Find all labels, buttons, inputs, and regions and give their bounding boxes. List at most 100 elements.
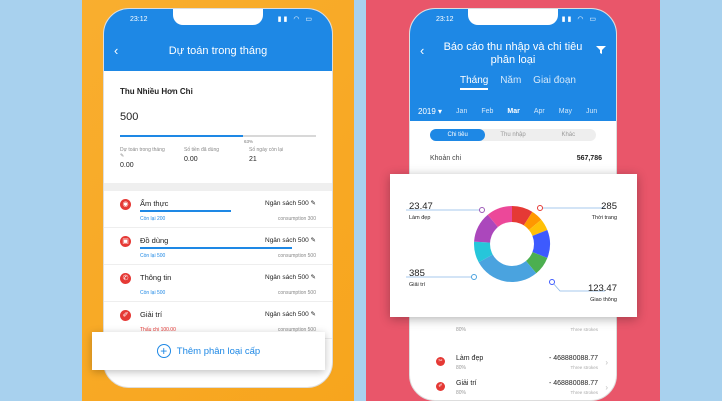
category-budget: Ngân sách 500 ✎ bbox=[265, 199, 316, 207]
stat-label: Số tiền đã dùng bbox=[184, 147, 220, 153]
category-row[interactable]: ✆ Thông tin Ngân sách 500 ✎ Còn lại 500 … bbox=[104, 265, 332, 302]
stat-value: 0.00 bbox=[184, 156, 198, 163]
category-progress bbox=[140, 247, 292, 249]
list-amount: - 468880088.77 bbox=[548, 380, 598, 387]
list-sub: Three strokes bbox=[570, 327, 598, 332]
list-item[interactable]: ✐ Giải trí 80% - 468880088.77 Three stro… bbox=[410, 377, 616, 400]
chevron-down-icon: ▾ bbox=[438, 106, 443, 116]
plus-icon: + bbox=[156, 344, 171, 358]
tab-period[interactable]: Giai đoạn bbox=[533, 75, 576, 86]
chevron-left-icon[interactable]: ‹ bbox=[420, 43, 425, 58]
chevron-right-icon: › bbox=[605, 383, 608, 392]
tab-year[interactable]: Năm bbox=[500, 75, 522, 86]
month-item[interactable]: Jan bbox=[456, 107, 468, 115]
total-value: 567,786 bbox=[576, 155, 602, 162]
stat-label: Dự toán trong tháng bbox=[120, 147, 165, 153]
category-overdraft: Thấu chi 100.00 bbox=[140, 327, 176, 333]
app-header: ‹ Báo cáo thu nhập và chi tiêu phân loại… bbox=[410, 31, 616, 101]
stat-spent: Số tiền đã dùng 0.00 bbox=[184, 147, 219, 163]
pencil-icon[interactable]: ✎ bbox=[310, 311, 316, 318]
budget-text: Ngân sách 500 bbox=[265, 311, 309, 318]
chart-label-lamdep: 23.47 Làm đẹp bbox=[409, 196, 433, 221]
category-name: Đồ dùng bbox=[140, 236, 169, 245]
category-progress bbox=[140, 210, 232, 212]
status-time: 23:12 bbox=[436, 16, 454, 23]
stat-value: 21 bbox=[249, 156, 257, 163]
status-icons: ▮▮ ◠ ▭ bbox=[561, 16, 598, 23]
category-budget: Ngân sách 500 ✎ bbox=[265, 236, 316, 244]
month-item[interactable]: May bbox=[558, 107, 572, 115]
page-title: Báo cáo thu nhập và chi tiêu phân loại bbox=[443, 41, 583, 66]
phone-notch bbox=[468, 9, 558, 25]
expense-list: 80% Three strokes ✂ Làm đẹp 80% - 468880… bbox=[410, 327, 616, 400]
budget-summary-card: Thu Nhiều Hơn Chi 500 63% Dự toán trong … bbox=[104, 71, 332, 183]
budget-text: Ngân sách 500 bbox=[265, 237, 309, 244]
leader-dot bbox=[549, 279, 555, 285]
list-sub: Three strokes bbox=[570, 390, 598, 395]
leader-dot bbox=[537, 205, 543, 211]
list-name: Giải trí bbox=[456, 380, 477, 387]
category-consumption: consumption 500 bbox=[277, 253, 316, 259]
chart-label-name: Giao thông bbox=[590, 297, 617, 303]
category-row[interactable]: ◉ Ẩm thực Ngân sách 500 ✎ Còn lại 200 co… bbox=[104, 191, 332, 228]
beauty-icon: ✂ bbox=[436, 357, 445, 366]
category-remaining: Còn lại 500 bbox=[140, 253, 166, 259]
phone-notch bbox=[173, 9, 263, 25]
segment-expense[interactable]: Chi tiêu bbox=[430, 129, 486, 141]
budget-text: Ngân sách 500 bbox=[265, 274, 309, 281]
budget-title: Thu Nhiều Hơn Chi bbox=[120, 87, 193, 96]
year-select[interactable]: 2019 ▾ bbox=[418, 107, 442, 116]
category-consumption: consumption 300 bbox=[277, 216, 316, 222]
month-item[interactable]: Feb bbox=[481, 107, 494, 115]
pencil-icon[interactable]: ✎ bbox=[120, 153, 125, 159]
donut-hole bbox=[490, 222, 534, 266]
left-panel: 23:12 ▮▮ ◠ ▭ ‹ Dự toán trong tháng Thu N… bbox=[82, 0, 354, 401]
pencil-icon[interactable]: ✎ bbox=[310, 200, 316, 207]
chart-label-name: Thời trang bbox=[591, 215, 617, 221]
stat-budget-month: Dự toán trong tháng ✎ 0.00 bbox=[120, 147, 168, 169]
month-item[interactable]: Jun bbox=[586, 107, 598, 115]
category-row[interactable]: ▣ Đồ dùng Ngân sách 500 ✎ Còn lại 500 co… bbox=[104, 228, 332, 265]
chart-label-giaitri: 385 Giải trí bbox=[409, 263, 425, 288]
list-item[interactable]: 80% Three strokes bbox=[410, 327, 616, 352]
add-category-label: Thêm phân loại cấp bbox=[176, 345, 261, 357]
chart-label-value: 385 bbox=[409, 268, 425, 279]
segment-income[interactable]: Thu nhập bbox=[500, 132, 526, 138]
entertainment-icon: ✐ bbox=[120, 310, 131, 321]
category-name: Ẩm thực bbox=[140, 199, 169, 208]
stat-days-left: Số ngày còn lại 21 bbox=[249, 147, 283, 163]
category-name: Thông tin bbox=[140, 273, 172, 282]
month-item[interactable]: Apr bbox=[533, 107, 545, 115]
category-name: Giải trí bbox=[140, 310, 163, 319]
year-value: 2019 bbox=[418, 106, 436, 116]
list-item[interactable]: ✂ Làm đẹp 80% - 468880088.77 Three strok… bbox=[410, 352, 616, 377]
category-consumption: consumption 500 bbox=[277, 327, 316, 333]
donut-chart bbox=[406, 205, 605, 292]
total-expense-row[interactable]: Khoản chi 567,786 bbox=[430, 155, 602, 162]
list-amount: - 468880088.77 bbox=[548, 355, 598, 362]
app-header: ‹ Dự toán trong tháng bbox=[104, 31, 332, 71]
list-sub: Three strokes bbox=[570, 365, 598, 370]
chevron-left-icon[interactable]: ‹ bbox=[114, 43, 119, 58]
segment-other[interactable]: Khác bbox=[561, 132, 576, 138]
chart-label-giaothong: 123.47 Giao thông bbox=[588, 278, 617, 303]
list-name: Làm đẹp bbox=[456, 355, 484, 362]
entertainment-icon: ✐ bbox=[436, 382, 445, 391]
add-category-button[interactable]: + Thêm phân loại cấp bbox=[92, 332, 325, 370]
leader-dots bbox=[471, 205, 555, 285]
chart-label-name: Giải trí bbox=[409, 282, 426, 288]
category-list: ◉ Ẩm thực Ngân sách 500 ✎ Còn lại 200 co… bbox=[104, 191, 332, 339]
pencil-icon[interactable]: ✎ bbox=[310, 274, 316, 281]
pencil-icon[interactable]: ✎ bbox=[310, 237, 316, 244]
category-budget: Ngân sách 500 ✎ bbox=[265, 273, 316, 281]
stat-label: Số ngày còn lại bbox=[249, 147, 284, 153]
leader-line bbox=[551, 281, 605, 292]
leader-lines bbox=[406, 207, 605, 292]
tab-month[interactable]: Tháng bbox=[460, 75, 489, 90]
chart-label-value: 23.47 bbox=[409, 201, 433, 212]
month-item-active[interactable]: Mar bbox=[507, 107, 520, 115]
leader-dot bbox=[471, 274, 477, 280]
list-pct: 80% bbox=[456, 390, 467, 396]
filter-icon[interactable] bbox=[596, 45, 606, 55]
chart-label-thoitrang: 285 Thời trang bbox=[592, 196, 617, 221]
